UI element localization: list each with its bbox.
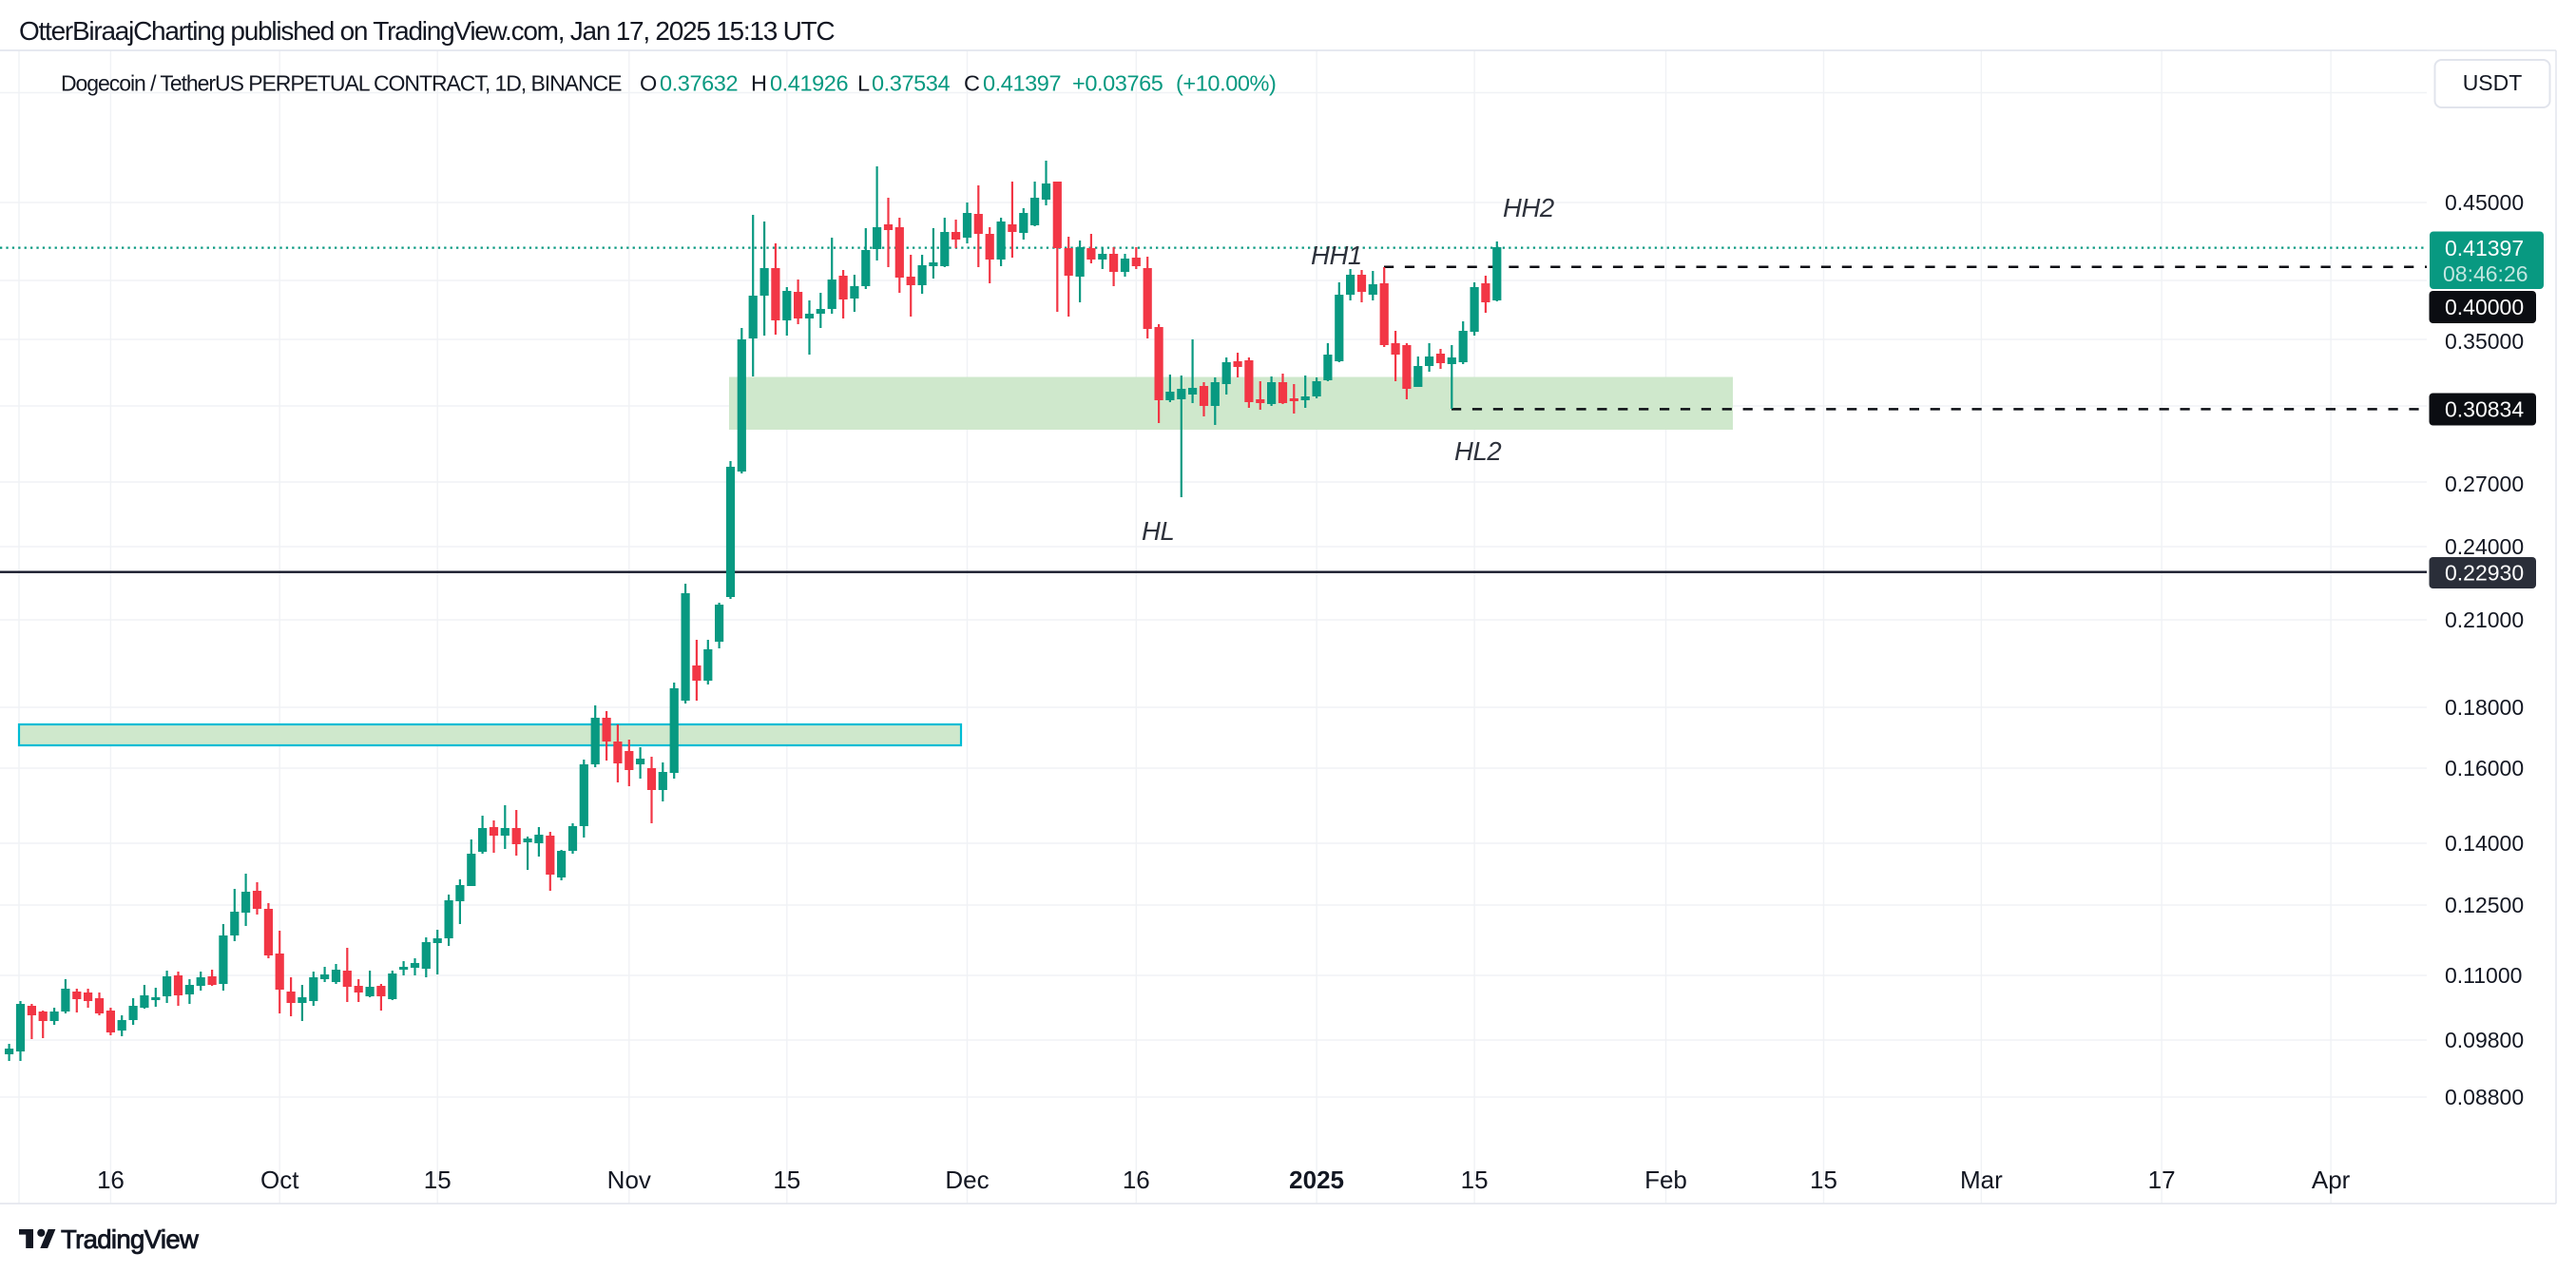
svg-text:0.12500: 0.12500 [2445, 893, 2524, 917]
svg-text:0.22930: 0.22930 [2445, 561, 2524, 586]
svg-text:O: O [640, 71, 657, 96]
svg-text:0.40000: 0.40000 [2445, 295, 2524, 319]
svg-text:15: 15 [1461, 1166, 1489, 1194]
svg-text:Dec: Dec [945, 1166, 989, 1194]
svg-text:Feb: Feb [1644, 1166, 1687, 1194]
svg-text:0.27000: 0.27000 [2445, 472, 2524, 496]
svg-text:16: 16 [97, 1166, 125, 1194]
svg-text:(+10.00%): (+10.00%) [1176, 71, 1276, 96]
svg-text:0.45000: 0.45000 [2445, 190, 2524, 215]
svg-text:0.41397: 0.41397 [2445, 236, 2524, 260]
svg-text:HL: HL [1142, 516, 1174, 546]
svg-text:0.08800: 0.08800 [2445, 1085, 2524, 1109]
svg-text:HH2: HH2 [1503, 193, 1554, 222]
svg-text:15: 15 [424, 1166, 452, 1194]
svg-text:0.41397: 0.41397 [983, 71, 1061, 96]
svg-text:08:46:26: 08:46:26 [2443, 261, 2528, 286]
svg-text:C: C [964, 71, 980, 96]
svg-text:0.18000: 0.18000 [2445, 695, 2524, 720]
svg-text:OtterBiraajCharting published: OtterBiraajCharting published on Trading… [19, 16, 835, 46]
svg-text:0.35000: 0.35000 [2445, 329, 2524, 354]
svg-text:16: 16 [1123, 1166, 1150, 1194]
svg-text:Dogecoin / TetherUS PERPETUAL: Dogecoin / TetherUS PERPETUAL CONTRACT, … [61, 71, 622, 96]
svg-text:15: 15 [1810, 1166, 1837, 1194]
svg-text:HH1: HH1 [1311, 241, 1362, 270]
svg-text:0.37534: 0.37534 [872, 71, 950, 96]
svg-text:USDT: USDT [2463, 70, 2523, 95]
svg-text:0.21000: 0.21000 [2445, 607, 2524, 632]
svg-text:0.14000: 0.14000 [2445, 831, 2524, 856]
svg-text:Nov: Nov [607, 1166, 651, 1194]
svg-text:Oct: Oct [260, 1166, 299, 1194]
svg-text:0.16000: 0.16000 [2445, 756, 2524, 781]
svg-text:TradingView: TradingView [61, 1224, 199, 1254]
svg-text:2025: 2025 [1289, 1166, 1344, 1194]
svg-text:0.24000: 0.24000 [2445, 534, 2524, 559]
svg-text:Apr: Apr [2312, 1166, 2351, 1194]
svg-text:HL2: HL2 [1454, 436, 1501, 466]
svg-text:+0.03765: +0.03765 [1072, 71, 1163, 96]
svg-text:Mar: Mar [1960, 1166, 2003, 1194]
svg-text:L: L [857, 71, 870, 96]
svg-text:17: 17 [2148, 1166, 2176, 1194]
svg-text:0.09800: 0.09800 [2445, 1028, 2524, 1052]
svg-text:0.41926: 0.41926 [770, 71, 848, 96]
svg-text:0.30834: 0.30834 [2445, 397, 2524, 422]
svg-text:15: 15 [773, 1166, 800, 1194]
svg-text:H: H [751, 71, 767, 96]
svg-text:0.11000: 0.11000 [2445, 963, 2522, 988]
svg-text:0.37632: 0.37632 [660, 71, 738, 96]
